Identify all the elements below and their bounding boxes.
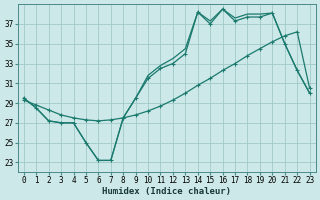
X-axis label: Humidex (Indice chaleur): Humidex (Indice chaleur): [102, 187, 231, 196]
